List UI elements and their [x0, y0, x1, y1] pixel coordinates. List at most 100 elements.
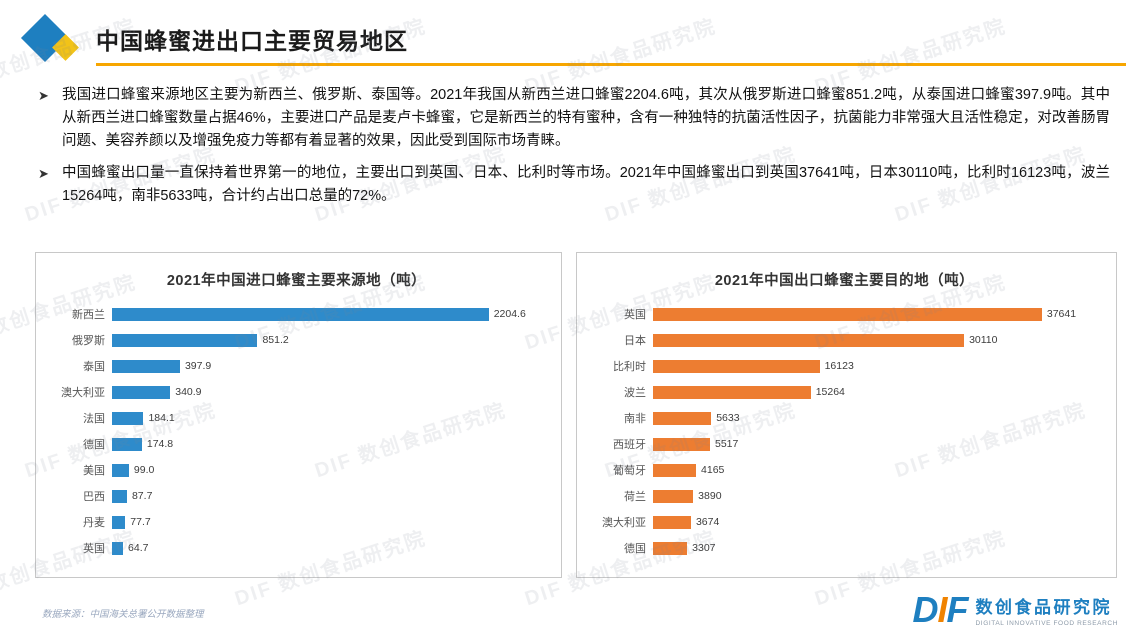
bar-track: 64.7	[112, 541, 545, 555]
category-label: 南非	[624, 413, 646, 425]
bar-row: 葡萄牙 4165	[589, 458, 1100, 482]
bar	[653, 437, 710, 451]
slide-header: 中国蜂蜜进出口主要贸易地区	[14, 12, 408, 66]
bar	[112, 333, 258, 347]
value-label: 340.9	[175, 386, 202, 398]
bar-track: 5633	[653, 411, 1100, 425]
bar	[112, 541, 124, 555]
value-label: 174.8	[146, 438, 174, 450]
category-label: 美国	[83, 465, 105, 477]
bullet-list: ➤ 我国进口蜂蜜来源地区主要为新西兰、俄罗斯、泰国等。2021年我国从新西兰进口…	[38, 84, 1110, 217]
slide-logo-icon	[14, 12, 96, 66]
bar	[653, 333, 965, 347]
bullet-arrow-icon: ➤	[38, 166, 49, 181]
bar-track: 4165	[653, 463, 1100, 477]
value-label: 3674	[695, 516, 720, 528]
bar-track: 397.9	[112, 359, 545, 373]
bar-row: 巴西 87.7	[48, 484, 545, 508]
bullet-text: 中国蜂蜜出口量一直保持着世界第一的地位，主要出口到英国、日本、比利时等市场。20…	[62, 165, 1110, 204]
brand-logo: DIF 数创食品研究院 DIGITAL INNOVATIVE FOOD RESE…	[913, 592, 1119, 628]
category-label: 巴西	[83, 491, 105, 503]
bullet-text: 我国进口蜂蜜来源地区主要为新西兰、俄罗斯、泰国等。2021年我国从新西兰进口蜂蜜…	[62, 87, 1110, 149]
bar-row: 英国 37641	[589, 302, 1100, 326]
bar-row: 西班牙 5517	[589, 432, 1100, 456]
value-label: 184.1	[148, 412, 175, 424]
bar-track: 184.1	[112, 411, 545, 425]
category-label: 德国	[83, 439, 105, 451]
bar-row: 新西兰 2204.6	[48, 302, 545, 326]
category-label: 英国	[624, 309, 646, 321]
bar-track: 3674	[653, 515, 1100, 529]
bar-row: 法国 184.1	[48, 406, 545, 430]
category-label: 法国	[83, 413, 105, 425]
value-label: 30110	[969, 334, 998, 346]
value-label: 87.7	[131, 490, 153, 502]
dif-letter-d: D	[912, 589, 939, 630]
category-label: 丹麦	[83, 517, 105, 529]
value-label: 851.2	[262, 334, 289, 346]
value-label: 4165	[701, 464, 725, 476]
category-label: 英国	[83, 543, 105, 555]
bar-row: 俄罗斯 851.2	[48, 328, 545, 352]
category-label: 荷兰	[624, 491, 646, 503]
category-label: 比利时	[613, 361, 646, 373]
value-label: 64.7	[128, 542, 149, 554]
category-label: 澳大利亚	[602, 517, 646, 529]
category-label: 波兰	[624, 387, 646, 399]
bar	[112, 385, 171, 399]
brand-text: 数创食品研究院 DIGITAL INNOVATIVE FOOD RESEARCH	[976, 593, 1118, 627]
charts-row: 2021年中国进口蜂蜜主要来源地（吨） 新西兰 2204.6 俄罗斯 851.2 泰国 3…	[35, 252, 1117, 578]
value-label: 2204.6	[493, 308, 526, 320]
bar	[653, 515, 691, 529]
bar-track: 15264	[653, 385, 1100, 399]
export-bar-chart: 英国 37641 日本 30110 比利时 16123 波兰 15264 南非 5633 西班牙 55…	[589, 302, 1100, 560]
bar-track: 37641	[653, 307, 1100, 321]
value-label: 5633	[716, 412, 740, 424]
bar-row: 德国 3307	[589, 536, 1100, 560]
bar	[112, 489, 127, 503]
value-label: 5517	[714, 438, 739, 450]
title-underline	[96, 63, 1126, 66]
value-label: 37641	[1046, 308, 1077, 320]
brand-caption: DIGITAL INNOVATIVE FOOD RESEARCH	[975, 620, 1118, 627]
category-label: 俄罗斯	[72, 335, 105, 347]
import-chart-panel: 2021年中国进口蜂蜜主要来源地（吨） 新西兰 2204.6 俄罗斯 851.2 泰国 3…	[35, 252, 562, 578]
category-label: 泰国	[83, 361, 105, 373]
bar	[112, 307, 489, 321]
value-label: 15264	[815, 386, 845, 398]
bar-row: 丹麦 77.7	[48, 510, 545, 534]
page-title: 中国蜂蜜进出口主要贸易地区	[96, 28, 408, 54]
brand-name: 数创食品研究院	[975, 598, 1113, 617]
value-label: 3890	[698, 490, 722, 502]
bar-row: 荷兰 3890	[589, 484, 1100, 508]
bar-track: 5517	[653, 437, 1100, 451]
bar-row: 英国 64.7	[48, 536, 545, 560]
bar-row: 德国 174.8	[48, 432, 545, 456]
data-source-note: 数据来源：中国海关总署公开数据整理	[42, 609, 204, 620]
bar	[653, 541, 688, 555]
bar	[653, 463, 697, 477]
import-chart-title: 2021年中国进口蜂蜜主要来源地（吨）	[166, 273, 427, 289]
bar-row: 南非 5633	[589, 406, 1100, 430]
bar-track: 2204.6	[112, 307, 545, 321]
bar-row: 日本 30110	[589, 328, 1100, 352]
bar	[653, 385, 811, 399]
bar	[653, 359, 820, 373]
category-label: 澳大利亚	[61, 387, 105, 399]
bullet-item-export: ➤ 中国蜂蜜出口量一直保持着世界第一的地位，主要出口到英国、日本、比利时等市场。…	[38, 162, 1110, 208]
bar	[653, 411, 712, 425]
value-label: 77.7	[130, 516, 151, 528]
bar-track: 87.7	[112, 489, 545, 503]
dif-letter-f: F	[946, 589, 969, 630]
dif-letter-i: I	[937, 589, 948, 630]
bar-row: 泰国 397.9	[48, 354, 545, 378]
bar-row: 澳大利亚 3674	[589, 510, 1100, 534]
value-label: 397.9	[184, 360, 212, 372]
category-label: 西班牙	[613, 439, 646, 451]
bar-row: 美国 99.0	[48, 458, 545, 482]
bar	[112, 515, 126, 529]
bar-track: 30110	[653, 333, 1100, 347]
value-label: 99.0	[133, 464, 155, 476]
category-label: 新西兰	[72, 309, 105, 321]
bar-track: 851.2	[112, 333, 545, 347]
